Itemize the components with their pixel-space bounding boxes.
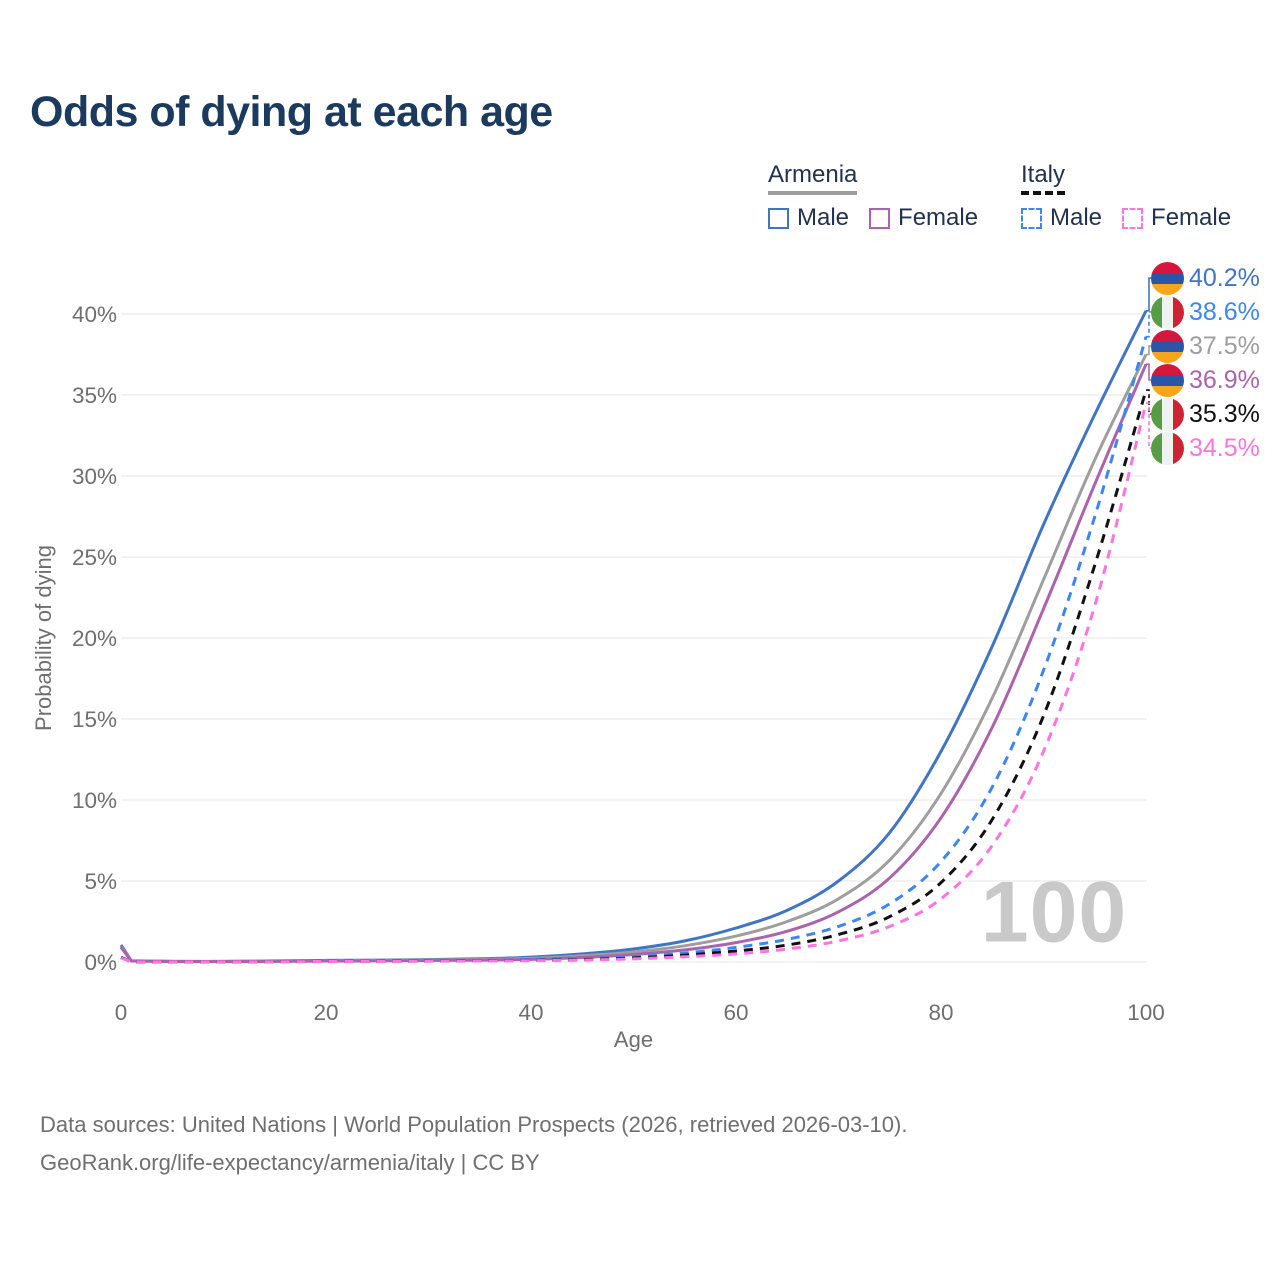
legend-item-armenia-female[interactable]: Female bbox=[869, 204, 978, 232]
end-label-connector bbox=[1146, 402, 1152, 449]
age-counter-watermark: 100 bbox=[980, 864, 1128, 961]
y-tick-label: 30% bbox=[72, 464, 117, 489]
end-value-italy-female: 34.5% bbox=[1189, 434, 1260, 462]
y-tick-label: 40% bbox=[72, 302, 117, 327]
legend-item-italy-female[interactable]: Female bbox=[1122, 204, 1231, 232]
italy-flag-icon bbox=[1151, 431, 1184, 465]
armenia-flag-icon bbox=[1151, 261, 1184, 295]
end-value-italy-male: 38.6% bbox=[1189, 298, 1260, 326]
line-italy-male[interactable] bbox=[120, 336, 1148, 964]
end-label-connector bbox=[1146, 345, 1152, 356]
x-axis-title: Age bbox=[613, 1027, 654, 1052]
y-tick-label: 5% bbox=[84, 869, 117, 894]
legend-label: Female bbox=[898, 204, 979, 231]
legend-item-italy-both[interactable]: Italy bbox=[1021, 161, 1066, 195]
end-value-armenia-both: 37.5% bbox=[1189, 332, 1260, 360]
legend-item-italy-male[interactable]: Male bbox=[1021, 204, 1102, 232]
end-value-armenia-female: 36.9% bbox=[1189, 366, 1260, 394]
end-value-armenia-male: 40.2% bbox=[1189, 264, 1260, 292]
end-label-connector bbox=[1146, 363, 1152, 381]
legend-label: Male bbox=[1050, 204, 1103, 231]
x-tick-label: 60 bbox=[723, 1000, 748, 1025]
end-value-italy-both: 35.3% bbox=[1189, 400, 1260, 428]
y-tick-label: 0% bbox=[84, 950, 117, 975]
y-tick-label: 25% bbox=[72, 545, 117, 570]
italy-female-swatch-icon bbox=[1122, 207, 1144, 229]
italy-flag-icon bbox=[1151, 295, 1184, 329]
italy-flag-icon bbox=[1151, 397, 1184, 431]
armenia-male-swatch-icon bbox=[768, 207, 789, 229]
x-tick-label: 80 bbox=[928, 1000, 953, 1025]
x-tick-label: 0 bbox=[115, 1000, 128, 1025]
line-italy-female[interactable] bbox=[120, 402, 1148, 964]
page-title: Odds of dying at each age bbox=[30, 88, 553, 136]
armenia-female-swatch-icon bbox=[869, 207, 891, 229]
y-tick-label: 35% bbox=[72, 383, 117, 408]
footer-source-line: Data sources: United Nations | World Pop… bbox=[40, 1112, 908, 1137]
italy-male-swatch-icon bbox=[1021, 207, 1042, 229]
end-label-connector bbox=[1146, 311, 1152, 338]
legend-item-armenia-both[interactable]: Armenia bbox=[768, 161, 858, 195]
legend-item-armenia-male[interactable]: Male bbox=[768, 204, 849, 232]
footer: Data sources: United Nations | World Pop… bbox=[40, 1106, 907, 1182]
legend-label: Male bbox=[797, 204, 850, 231]
legend-group-armenia: Armenia Male Female bbox=[768, 161, 978, 232]
x-tick-label: 20 bbox=[313, 1000, 338, 1025]
y-tick-label: 10% bbox=[72, 788, 117, 813]
y-tick-label: 15% bbox=[72, 707, 117, 732]
armenia-flag-icon bbox=[1151, 329, 1184, 363]
x-tick-label: 100 bbox=[1127, 1000, 1165, 1025]
end-label-connector bbox=[1146, 389, 1152, 415]
armenia-flag-icon bbox=[1151, 363, 1184, 397]
footer-attribution-line: GeoRank.org/life-expectancy/armenia/ital… bbox=[40, 1150, 540, 1175]
y-tick-label: 20% bbox=[72, 626, 117, 651]
legend-label: Female bbox=[1151, 204, 1232, 231]
legend-group-italy: Italy Male Female bbox=[1021, 161, 1231, 232]
x-tick-label: 40 bbox=[518, 1000, 543, 1025]
end-label-connector bbox=[1146, 277, 1152, 312]
